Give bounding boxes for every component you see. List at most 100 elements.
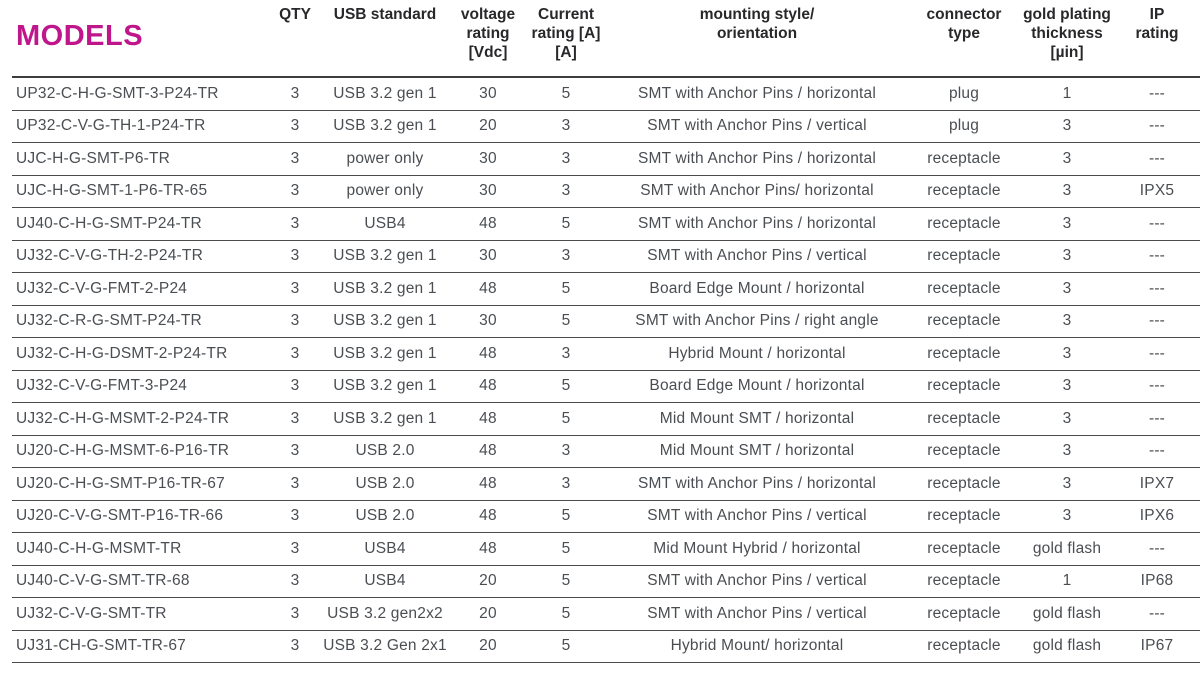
- cell-qty: 3: [270, 142, 320, 176]
- cell-connector: receptacle: [908, 272, 1020, 306]
- cell-model: UJ32-C-H-G-MSMT-2-P24-TR: [12, 402, 270, 436]
- cell-model: UJ20-C-H-G-SMT-P16-TR-67: [12, 467, 270, 501]
- cell-model: UJ32-C-H-G-DSMT-2-P24-TR: [12, 337, 270, 371]
- cell-voltage: 48: [450, 272, 526, 306]
- cell-mounting: SMT with Anchor Pins / right angle: [606, 305, 908, 338]
- cell-voltage: 48: [450, 500, 526, 533]
- models-table: MODELS QTY USB standard voltage rating […: [12, 0, 1200, 663]
- cell-mounting: SMT with Anchor Pins / vertical: [606, 597, 908, 631]
- cell-voltage: 48: [450, 435, 526, 468]
- column-header-qty: QTY: [270, 0, 320, 78]
- cell-gold: gold flash: [1020, 597, 1114, 631]
- column-header-usb-standard: USB standard: [320, 0, 450, 78]
- cell-connector: receptacle: [908, 240, 1020, 273]
- cell-mounting: SMT with Anchor Pins / horizontal: [606, 207, 908, 241]
- table-row: UJ31-CH-G-SMT-TR-67 3 USB 3.2 Gen 2x1 20 5 Hy…: [12, 630, 1200, 663]
- cell-mounting: SMT with Anchor Pins / horizontal: [606, 77, 908, 111]
- cell-model: UJ20-C-V-G-SMT-P16-TR-66: [12, 500, 270, 533]
- table-row: UJ40-C-H-G-MSMT-TR 3 USB4 48 5 Mid Mount Hybr…: [12, 532, 1200, 566]
- cell-qty: 3: [270, 207, 320, 241]
- cell-qty: 3: [270, 305, 320, 338]
- table-row: UJC-H-G-SMT-1-P6-TR-65 3 power only 30 3 SMT …: [12, 175, 1200, 208]
- cell-current: 5: [526, 402, 606, 436]
- cell-current: 3: [526, 240, 606, 273]
- table-row: UP32-C-H-G-SMT-3-P24-TR 3 USB 3.2 gen 1 30 5…: [12, 77, 1200, 111]
- cell-connector: receptacle: [908, 402, 1020, 436]
- cell-mounting: Mid Mount SMT / horizontal: [606, 402, 908, 436]
- cell-connector: receptacle: [908, 597, 1020, 631]
- cell-model: UP32-C-H-G-SMT-3-P24-TR: [12, 77, 270, 111]
- cell-connector: receptacle: [908, 630, 1020, 663]
- cell-usb: USB 2.0: [320, 500, 450, 533]
- cell-voltage: 48: [450, 207, 526, 241]
- cell-gold: 3: [1020, 435, 1114, 468]
- cell-ip: ---: [1114, 272, 1200, 306]
- cell-mounting: Mid Mount SMT / horizontal: [606, 435, 908, 468]
- cell-gold: gold flash: [1020, 532, 1114, 566]
- cell-usb: USB 3.2 Gen 2x1: [320, 630, 450, 663]
- cell-current: 5: [526, 305, 606, 338]
- cell-model: UJ20-C-H-G-MSMT-6-P16-TR: [12, 435, 270, 468]
- cell-qty: 3: [270, 435, 320, 468]
- cell-gold: 3: [1020, 337, 1114, 371]
- column-header-connector-type: connector type: [908, 0, 1020, 78]
- cell-voltage: 30: [450, 175, 526, 208]
- cell-connector: receptacle: [908, 142, 1020, 176]
- cell-ip: ---: [1114, 110, 1200, 143]
- cell-qty: 3: [270, 77, 320, 111]
- cell-model: UJ40-C-V-G-SMT-TR-68: [12, 565, 270, 598]
- cell-voltage: 30: [450, 77, 526, 111]
- table-row: UJ32-C-V-G-FMT-3-P24 3 USB 3.2 gen 1 48 5 Boa…: [12, 370, 1200, 403]
- cell-connector: receptacle: [908, 467, 1020, 501]
- column-header-voltage-rating: voltage rating [Vdc]: [450, 0, 526, 78]
- cell-usb: USB 2.0: [320, 467, 450, 501]
- cell-usb: power only: [320, 175, 450, 208]
- cell-connector: plug: [908, 77, 1020, 111]
- cell-voltage: 20: [450, 110, 526, 143]
- cell-usb: USB 3.2 gen 1: [320, 370, 450, 403]
- cell-gold: 3: [1020, 467, 1114, 501]
- cell-usb: USB4: [320, 565, 450, 598]
- cell-voltage: 20: [450, 597, 526, 631]
- cell-gold: 3: [1020, 305, 1114, 338]
- column-header-mounting-style: mounting style/ orientation: [606, 0, 908, 78]
- cell-ip: ---: [1114, 532, 1200, 566]
- cell-model: UJ40-C-H-G-MSMT-TR: [12, 532, 270, 566]
- cell-qty: 3: [270, 467, 320, 501]
- cell-mounting: Board Edge Mount / horizontal: [606, 272, 908, 306]
- cell-connector: receptacle: [908, 305, 1020, 338]
- cell-qty: 3: [270, 110, 320, 143]
- cell-model: UJ32-C-V-G-SMT-TR: [12, 597, 270, 631]
- cell-gold: 3: [1020, 240, 1114, 273]
- table-row: UJ32-C-V-G-FMT-2-P24 3 USB 3.2 gen 1 48 5 Boa…: [12, 272, 1200, 306]
- cell-model: UJ31-CH-G-SMT-TR-67: [12, 630, 270, 663]
- cell-mounting: SMT with Anchor Pins / vertical: [606, 565, 908, 598]
- cell-voltage: 20: [450, 565, 526, 598]
- column-header-models: MODELS: [12, 0, 270, 78]
- cell-voltage: 48: [450, 402, 526, 436]
- cell-mounting: Hybrid Mount/ horizontal: [606, 630, 908, 663]
- cell-usb: USB 3.2 gen 1: [320, 305, 450, 338]
- cell-ip: ---: [1114, 240, 1200, 273]
- cell-current: 5: [526, 272, 606, 306]
- cell-ip: ---: [1114, 402, 1200, 436]
- cell-connector: plug: [908, 110, 1020, 143]
- cell-gold: 3: [1020, 272, 1114, 306]
- cell-current: 3: [526, 175, 606, 208]
- cell-usb: USB 3.2 gen 1: [320, 402, 450, 436]
- cell-ip: ---: [1114, 207, 1200, 241]
- table-row: UJC-H-G-SMT-P6-TR 3 power only 30 3 SMT with …: [12, 142, 1200, 176]
- cell-current: 5: [526, 630, 606, 663]
- cell-voltage: 48: [450, 370, 526, 403]
- cell-model: UJ32-C-V-G-FMT-3-P24: [12, 370, 270, 403]
- cell-usb: USB4: [320, 532, 450, 566]
- cell-qty: 3: [270, 500, 320, 533]
- table-row: UJ20-C-H-G-MSMT-6-P16-TR 3 USB 2.0 48 3 Mid M…: [12, 435, 1200, 468]
- cell-ip: ---: [1114, 435, 1200, 468]
- cell-current: 5: [526, 370, 606, 403]
- table-row: UJ32-C-H-G-MSMT-2-P24-TR 3 USB 3.2 gen 1 48…: [12, 402, 1200, 436]
- cell-model: UJ32-C-V-G-TH-2-P24-TR: [12, 240, 270, 273]
- cell-gold: 1: [1020, 77, 1114, 111]
- cell-current: 3: [526, 142, 606, 176]
- cell-voltage: 30: [450, 142, 526, 176]
